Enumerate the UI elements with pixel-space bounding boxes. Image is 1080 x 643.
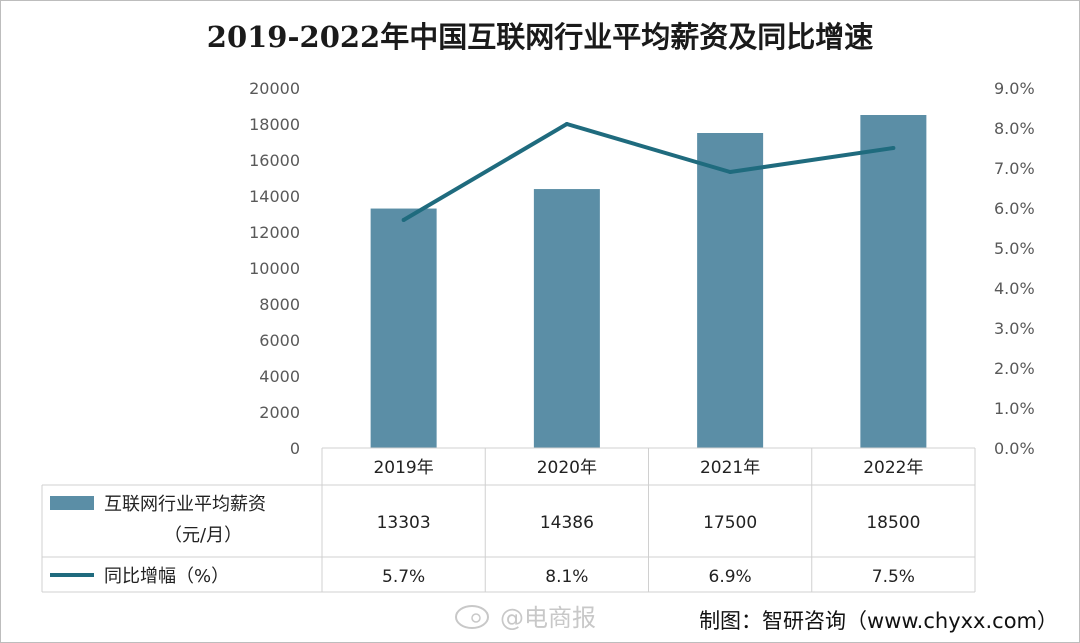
right-tick-label: 2.0% xyxy=(994,359,1035,378)
left-tick-label: 20000 xyxy=(249,79,300,98)
table-value: 5.7% xyxy=(382,567,425,587)
right-axis: 0.0% 1.0% 2.0% 3.0% 4.0% 5.0% 6.0% 7.0% 8.0% 9.0% xyxy=(994,79,1035,458)
table-value: 14386 xyxy=(540,513,594,533)
chart-title: 2019-2022年中国互联网行业平均薪资及同比增速 xyxy=(207,20,873,54)
table-value: 7.5% xyxy=(872,567,915,587)
data-table: 2019年 13303 5.7% 2020年 14386 8.1% 2021年 17500 6.… xyxy=(41,447,976,593)
legend-bar-swatch xyxy=(50,496,94,510)
table-value: 13303 xyxy=(377,513,431,533)
bar-series xyxy=(370,115,927,448)
category-label: 2021年 xyxy=(700,458,760,478)
right-tick-label: 6.0% xyxy=(994,199,1035,218)
line-point xyxy=(401,218,406,222)
watermark-text: @电商报 xyxy=(500,604,596,632)
bar xyxy=(533,189,600,448)
category-label: 2022年 xyxy=(863,458,923,478)
left-tick-label: 16000 xyxy=(249,151,300,170)
bar xyxy=(697,133,764,448)
bar xyxy=(370,208,437,448)
left-tick-label: 10000 xyxy=(249,259,300,278)
left-tick-label: 0 xyxy=(290,439,300,458)
right-tick-label: 5.0% xyxy=(994,239,1035,258)
left-tick-label: 18000 xyxy=(249,115,300,134)
category-label: 2020年 xyxy=(537,458,597,478)
category-label: 2019年 xyxy=(373,458,433,478)
right-tick-label: 1.0% xyxy=(994,399,1035,418)
line-point xyxy=(728,170,733,174)
left-axis: 0 2000 4000 6000 8000 10000 12000 14000 16000 180… xyxy=(249,79,300,458)
table-value: 6.9% xyxy=(709,567,752,587)
left-tick-label: 6000 xyxy=(259,331,300,350)
right-tick-label: 4.0% xyxy=(994,279,1035,298)
legend-bar-unit: （元/月） xyxy=(164,525,242,546)
left-tick-label: 12000 xyxy=(249,223,300,242)
table-value: 17500 xyxy=(703,513,757,533)
left-tick-label: 14000 xyxy=(249,187,300,206)
right-tick-label: 3.0% xyxy=(994,319,1035,338)
watermark: @电商报 xyxy=(455,604,596,632)
legend-line-label: 同比增幅（%） xyxy=(104,566,229,587)
right-tick-label: 9.0% xyxy=(994,79,1035,98)
line-point xyxy=(891,146,896,150)
right-tick-label: 0.0% xyxy=(994,439,1035,458)
line-point xyxy=(564,122,569,126)
left-tick-label: 4000 xyxy=(259,367,300,386)
line-series xyxy=(401,122,896,222)
bar xyxy=(860,115,927,448)
source-text: 制图：智研咨询（www.chyxx.com） xyxy=(699,609,1058,633)
legend-bar-label: 互联网行业平均薪资 xyxy=(104,494,266,515)
left-tick-label: 8000 xyxy=(259,295,300,314)
table-value: 8.1% xyxy=(545,567,588,587)
growth-line xyxy=(402,122,894,222)
left-tick-label: 2000 xyxy=(259,403,300,422)
right-tick-label: 8.0% xyxy=(994,119,1035,138)
right-tick-label: 7.0% xyxy=(994,159,1035,178)
weibo-icon xyxy=(455,605,489,629)
table-value: 18500 xyxy=(866,513,920,533)
weibo-icon-eye xyxy=(471,613,481,623)
